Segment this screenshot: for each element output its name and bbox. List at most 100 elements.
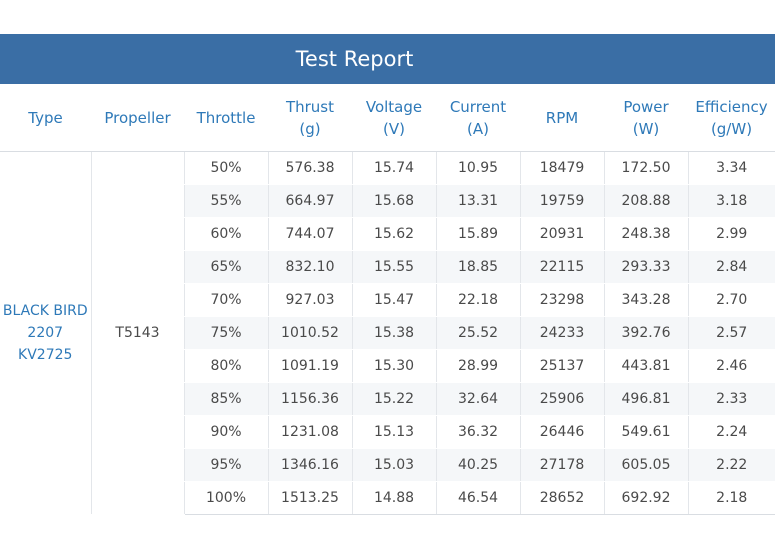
cell-thrust: 927.03 bbox=[267, 283, 352, 317]
cell-current: 46.54 bbox=[435, 481, 520, 515]
table-row: 85% 1156.36 15.22 32.64 25906 496.81 2.33 bbox=[0, 382, 775, 416]
cell-thrust: 1513.25 bbox=[267, 481, 352, 515]
cell-power: 208.88 bbox=[603, 184, 688, 218]
cell-thrust: 832.10 bbox=[267, 250, 352, 284]
cell-voltage: 15.68 bbox=[351, 184, 436, 218]
cell-rpm: 27178 bbox=[519, 448, 604, 482]
cell-voltage: 15.38 bbox=[351, 316, 436, 350]
column-header-label: Voltage bbox=[365, 97, 423, 116]
column-header-label: Throttle bbox=[196, 108, 256, 127]
cell-current: 15.89 bbox=[435, 217, 520, 251]
cell-voltage: 15.74 bbox=[351, 151, 436, 185]
cell-current: 22.18 bbox=[435, 283, 520, 317]
column-header-label: RPM bbox=[545, 108, 579, 127]
cell-rpm: 20931 bbox=[519, 217, 604, 251]
cell-throttle: 70% bbox=[183, 283, 268, 317]
cell-rpm: 24233 bbox=[519, 316, 604, 350]
cell-voltage: 15.03 bbox=[351, 448, 436, 482]
cell-thrust: 1156.36 bbox=[267, 382, 352, 416]
column-header-label: Power bbox=[623, 97, 669, 116]
cell-throttle: 55% bbox=[183, 184, 268, 218]
cell-thrust: 1091.19 bbox=[267, 349, 352, 383]
cell-throttle: 95% bbox=[183, 448, 268, 482]
cell-voltage: 15.13 bbox=[351, 415, 436, 449]
cell-current: 10.95 bbox=[435, 151, 520, 185]
test-report-table: Type Propeller Throttle Thrust (g) Voltage (V)… bbox=[0, 84, 775, 515]
cell-current: 32.64 bbox=[435, 382, 520, 416]
motor-type-line: KV2725 bbox=[18, 347, 73, 363]
table-row: 100% 1513.25 14.88 46.54 28652 692.92 2.18 bbox=[0, 481, 775, 515]
cell-voltage: 15.22 bbox=[351, 382, 436, 416]
column-header-current: Current (A) bbox=[436, 84, 520, 152]
cell-rpm: 25137 bbox=[519, 349, 604, 383]
cell-efficiency: 2.18 bbox=[687, 481, 775, 515]
column-header-label: Type bbox=[28, 108, 63, 127]
cell-voltage: 15.55 bbox=[351, 250, 436, 284]
cell-current: 36.32 bbox=[435, 415, 520, 449]
table-body: BLACK BIRD 2207 KV2725 T5143 50% 576.38 15.74 1… bbox=[0, 151, 775, 515]
cell-thrust: 1010.52 bbox=[267, 316, 352, 350]
propeller-cell: T5143 bbox=[91, 151, 184, 515]
cell-efficiency: 3.18 bbox=[687, 184, 775, 218]
table-row: BLACK BIRD 2207 KV2725 T5143 50% 576.38 15.74 1… bbox=[0, 151, 775, 515]
column-header-label: Efficiency bbox=[695, 97, 768, 116]
cell-throttle: 80% bbox=[183, 349, 268, 383]
cell-thrust: 1346.16 bbox=[267, 448, 352, 482]
column-header-efficiency: Efficiency (g/W) bbox=[688, 84, 775, 152]
cell-throttle: 90% bbox=[183, 415, 268, 449]
cell-efficiency: 2.99 bbox=[687, 217, 775, 251]
cell-efficiency: 2.33 bbox=[687, 382, 775, 416]
column-header-throttle: Throttle bbox=[184, 84, 268, 152]
table-row: 65% 832.10 15.55 18.85 22115 293.33 2.84 bbox=[0, 250, 775, 284]
table-row: 95% 1346.16 15.03 40.25 27178 605.05 2.22 bbox=[0, 448, 775, 482]
cell-power: 549.61 bbox=[603, 415, 688, 449]
table-row: 80% 1091.19 15.30 28.99 25137 443.81 2.46 bbox=[0, 349, 775, 383]
cell-throttle: 100% bbox=[183, 481, 268, 515]
cell-current: 13.31 bbox=[435, 184, 520, 218]
column-header-unit: (V) bbox=[383, 119, 405, 138]
cell-current: 28.99 bbox=[435, 349, 520, 383]
cell-rpm: 19759 bbox=[519, 184, 604, 218]
cell-efficiency: 3.34 bbox=[687, 151, 775, 185]
table-row: 75% 1010.52 15.38 25.52 24233 392.76 2.57 bbox=[0, 316, 775, 350]
cell-current: 18.85 bbox=[435, 250, 520, 284]
cell-power: 172.50 bbox=[603, 151, 688, 185]
column-header-label: Propeller bbox=[104, 108, 171, 127]
cell-power: 692.92 bbox=[603, 481, 688, 515]
cell-power: 443.81 bbox=[603, 349, 688, 383]
column-header-rpm: RPM bbox=[520, 84, 604, 152]
cell-efficiency: 2.70 bbox=[687, 283, 775, 317]
cell-power: 392.76 bbox=[603, 316, 688, 350]
cell-throttle: 75% bbox=[183, 316, 268, 350]
cell-rpm: 26446 bbox=[519, 415, 604, 449]
cell-thrust: 664.97 bbox=[267, 184, 352, 218]
column-header-label: Current bbox=[449, 97, 507, 116]
cell-rpm: 22115 bbox=[519, 250, 604, 284]
report-title-bar: Test Report bbox=[0, 34, 775, 84]
cell-rpm: 28652 bbox=[519, 481, 604, 515]
motor-type-line: 2207 bbox=[27, 325, 64, 341]
column-header-label: Thrust bbox=[285, 97, 335, 116]
table-row: 55% 664.97 15.68 13.31 19759 208.88 3.18 bbox=[0, 184, 775, 218]
cell-power: 343.28 bbox=[603, 283, 688, 317]
cell-throttle: 85% bbox=[183, 382, 268, 416]
motor-type-cell: BLACK BIRD 2207 KV2725 bbox=[0, 151, 92, 515]
cell-thrust: 576.38 bbox=[267, 151, 352, 185]
column-header-unit: (A) bbox=[467, 119, 489, 138]
cell-voltage: 15.62 bbox=[351, 217, 436, 251]
column-header-unit: (g) bbox=[299, 119, 321, 138]
cell-efficiency: 2.46 bbox=[687, 349, 775, 383]
cell-efficiency: 2.57 bbox=[687, 316, 775, 350]
cell-power: 293.33 bbox=[603, 250, 688, 284]
column-header-unit: (W) bbox=[632, 119, 660, 138]
column-header-voltage: Voltage (V) bbox=[352, 84, 436, 152]
cell-efficiency: 2.24 bbox=[687, 415, 775, 449]
column-header-type: Type bbox=[0, 84, 91, 152]
cell-power: 248.38 bbox=[603, 217, 688, 251]
cell-efficiency: 2.22 bbox=[687, 448, 775, 482]
cell-rpm: 18479 bbox=[519, 151, 604, 185]
cell-thrust: 1231.08 bbox=[267, 415, 352, 449]
column-header-power: Power (W) bbox=[604, 84, 688, 152]
motor-type-line: BLACK BIRD bbox=[2, 303, 88, 319]
